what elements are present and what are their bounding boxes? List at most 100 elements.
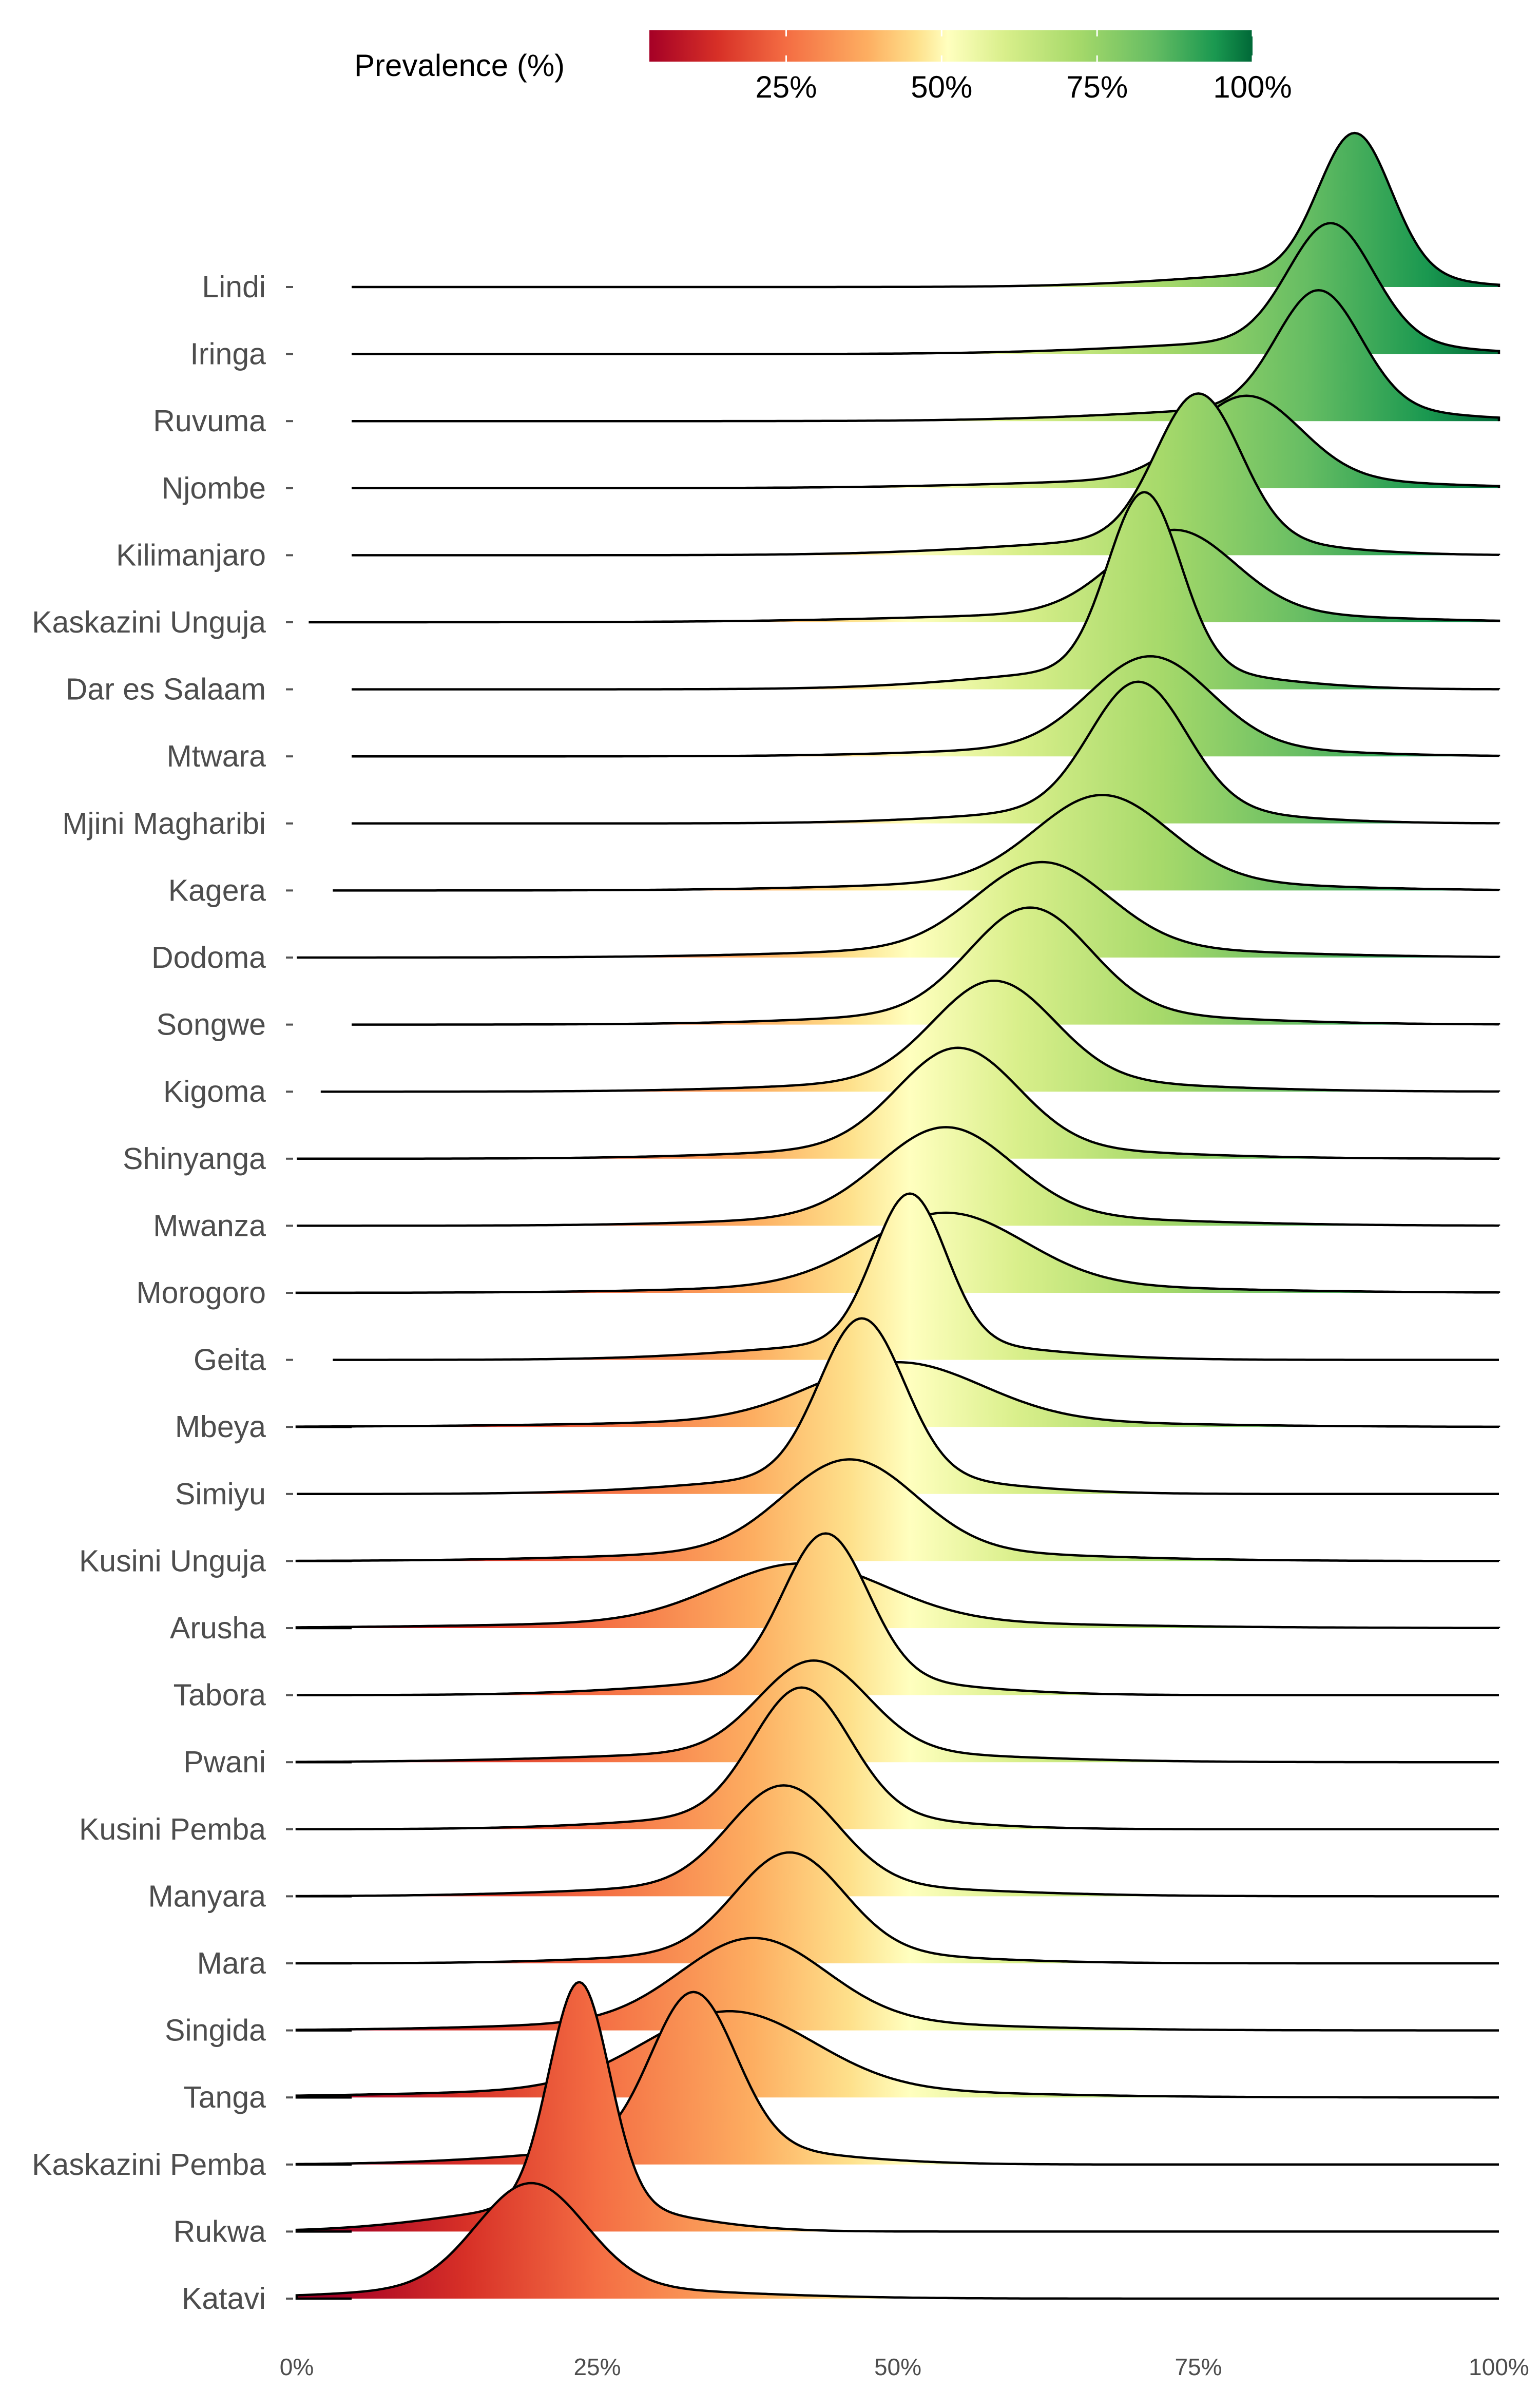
region-label: Geita	[194, 1343, 266, 1377]
region-label: Lindi	[202, 270, 266, 304]
region-label: Kusini Unguja	[79, 1544, 266, 1578]
region-label: Kilimanjaro	[116, 538, 266, 572]
ridge-fill	[297, 1533, 1307, 1695]
ridge-ruvuma	[352, 289, 1500, 423]
ridge-mtwara	[352, 655, 1500, 758]
region-label: Kusini Pemba	[79, 1812, 266, 1846]
ridge-dodoma	[297, 861, 1500, 959]
legend-tick-label: 50%	[911, 70, 972, 104]
region-label: Ruvuma	[153, 404, 266, 438]
region-label: Tabora	[174, 1678, 266, 1712]
ridge-arusha	[295, 1562, 1500, 1630]
ridge-outline	[297, 1317, 1499, 1496]
region-label: Dodoma	[151, 941, 266, 974]
region-label: Kaskazini Unguja	[32, 605, 266, 639]
ridge-outline	[352, 131, 1500, 289]
x-tick-label: 25%	[573, 2354, 621, 2380]
ridge-kusini-pemba	[295, 1686, 1499, 1831]
region-label: Simiyu	[175, 1477, 266, 1511]
region-label: Katavi	[182, 2282, 266, 2316]
ridge-songwe	[352, 906, 1500, 1026]
region-label: Mjini Magharibi	[62, 807, 266, 840]
ridge-outline	[295, 1980, 1499, 2233]
ridge-kaskazini-unguja	[309, 528, 1500, 624]
ridge-fill	[297, 1852, 1367, 1963]
ridge-fill	[320, 981, 1499, 1092]
region-label: Njombe	[162, 471, 266, 505]
ridge-outline	[295, 1937, 1499, 2032]
ridge-katavi	[295, 2182, 1499, 2300]
ridges	[295, 131, 1500, 2300]
ridge-outline	[295, 1784, 1499, 1898]
ridge-geita	[333, 1192, 1499, 1361]
ridge-fill	[297, 1687, 1283, 1829]
region-label: Kigoma	[163, 1075, 266, 1108]
x-axis: 0% 25% 50% 75% 100%	[280, 2354, 1529, 2380]
region-label: Morogoro	[136, 1276, 266, 1310]
ridge-fill	[297, 1047, 1499, 1159]
ridge-outline	[295, 1659, 1499, 1764]
region-label: Iringa	[190, 337, 266, 371]
ridge-outline	[352, 289, 1500, 423]
ridge-fill	[525, 393, 1499, 556]
x-tick-label: 100%	[1469, 2354, 1529, 2380]
ridge-outline	[297, 861, 1500, 959]
ridge-outline	[352, 491, 1500, 691]
ridge-outline	[297, 1126, 1500, 1227]
ridge-fill	[297, 1563, 1499, 1628]
region-label: Kaskazini Pemba	[32, 2148, 266, 2182]
region-label: Mbeya	[175, 1410, 266, 1444]
ridge-outline	[295, 2010, 1499, 2099]
ridge-outline	[333, 1192, 1499, 1361]
ridge-tabora	[297, 1532, 1499, 1696]
color-legend: Prevalence (%) 25% 50% 75% 100%	[354, 30, 1292, 104]
ridge-fill	[297, 1982, 964, 2232]
ridge-outline	[309, 528, 1500, 624]
ridge-outline	[333, 794, 1500, 892]
ridge-mjini-magharibi	[352, 680, 1500, 825]
ridge-fill	[309, 530, 1499, 622]
region-label: Manyara	[148, 1879, 266, 1913]
ridge-kusini-unguja	[295, 1458, 1500, 1562]
region-label: Mara	[197, 1946, 266, 1980]
ridge-outline	[297, 1046, 1500, 1160]
region-label: Mwanza	[153, 1209, 266, 1242]
ridge-outline	[295, 1458, 1500, 1562]
ridge-manyara	[295, 1784, 1499, 1898]
region-label: Tanga	[183, 2080, 266, 2114]
ridge-mwanza	[297, 1126, 1500, 1227]
ridge-simiyu	[297, 1317, 1499, 1496]
ridge-outline	[352, 222, 1500, 355]
ridge-kigoma	[320, 979, 1500, 1093]
region-label: Songwe	[157, 1008, 266, 1042]
ridge-outline	[295, 1991, 1499, 2166]
ridge-mara	[295, 1851, 1499, 1965]
ridge-outline	[295, 1562, 1500, 1630]
region-label: Shinyanga	[123, 1142, 266, 1176]
ridge-fill	[777, 133, 1499, 287]
ridge-fill	[567, 492, 1499, 690]
ridge-kilimanjaro	[352, 392, 1500, 557]
legend-tick-label: 75%	[1066, 70, 1128, 104]
legend-tick-label: 25%	[755, 70, 817, 104]
ridge-fill	[297, 1318, 1343, 1494]
ridge-outline	[295, 2182, 1499, 2300]
ridge-outline	[352, 655, 1500, 758]
ridge-fill	[477, 656, 1499, 757]
ridge-kagera	[333, 794, 1500, 892]
ridge-fill	[297, 1660, 1487, 1763]
ridge-outline	[320, 979, 1500, 1093]
legend-color-bar	[649, 30, 1253, 62]
ridge-kaskazini-pemba	[295, 1991, 1499, 2166]
x-tick-label: 0%	[280, 2354, 314, 2380]
ridge-fill	[357, 907, 1499, 1025]
ridge-fill	[333, 795, 1499, 891]
ridge-outline	[352, 394, 1500, 490]
ridge-outline	[297, 1532, 1499, 1696]
ridge-fill	[297, 1127, 1499, 1226]
ridge-fill	[297, 862, 1499, 958]
ridge-singida	[295, 1937, 1499, 2032]
ridge-fill	[297, 1785, 1457, 1897]
legend-tick-label: 100%	[1213, 70, 1292, 104]
x-tick-label: 75%	[1175, 2354, 1222, 2380]
